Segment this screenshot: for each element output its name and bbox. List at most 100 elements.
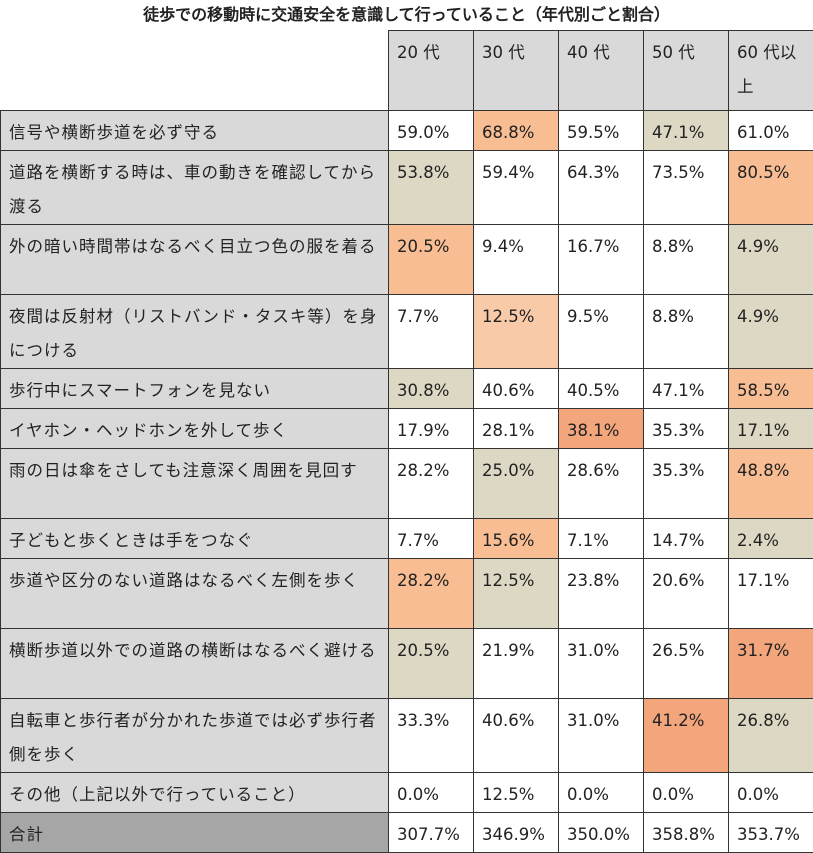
total-label: 合計 [1,813,389,853]
row-label: 外の暗い時間帯はなるべく目立つ色の服を着る [1,225,389,295]
cell: 28.2% [389,559,474,629]
cell: 15.6% [474,519,559,559]
cell: 35.3% [644,449,729,519]
cell: 28.1% [474,409,559,449]
cell: 28.6% [559,449,644,519]
row-label: 信号や横断歩道を必ず守る [1,111,389,151]
cell: 4.9% [729,225,813,295]
column-header: 40 代 [559,31,644,111]
cell: 20.5% [389,225,474,295]
row-label: 横断歩道以外での道路の横断はなるべく避ける [1,629,389,699]
cell: 38.1% [559,409,644,449]
cell: 30.8% [389,369,474,409]
cell: 28.2% [389,449,474,519]
cell: 47.1% [644,111,729,151]
total-cell: 346.9% [474,813,559,853]
cell: 48.8% [729,449,813,519]
total-cell: 350.0% [559,813,644,853]
cell: 73.5% [644,151,729,225]
cell: 12.5% [474,773,559,813]
row-label: その他（上記以外で行っていること） [1,773,389,813]
cell: 59.0% [389,111,474,151]
cell: 2.4% [729,519,813,559]
total-cell: 307.7% [389,813,474,853]
cell: 12.5% [474,295,559,369]
cell: 7.1% [559,519,644,559]
cell: 4.9% [729,295,813,369]
row: その他（上記以外で行っていること）0.0%12.5%0.0%0.0%0.0% [1,773,813,813]
cell: 64.3% [559,151,644,225]
cell: 0.0% [729,773,813,813]
cell: 23.8% [559,559,644,629]
cell: 59.5% [559,111,644,151]
cell: 35.3% [644,409,729,449]
cell: 8.8% [644,295,729,369]
cell: 17.1% [729,409,813,449]
cell: 0.0% [644,773,729,813]
cell: 40.5% [559,369,644,409]
cell: 0.0% [389,773,474,813]
column-header: 50 代 [644,31,729,111]
row-label: 子どもと歩くときは手をつなぐ [1,519,389,559]
cell: 17.9% [389,409,474,449]
cell: 31.0% [559,699,644,773]
cell: 61.0% [729,111,813,151]
cell: 33.3% [389,699,474,773]
cell: 58.5% [729,369,813,409]
cell: 53.8% [389,151,474,225]
cell: 7.7% [389,519,474,559]
row-label: イヤホン・ヘッドホンを外して歩く [1,409,389,449]
cell: 0.0% [559,773,644,813]
row-label: 歩行中にスマートフォンを見ない [1,369,389,409]
cell: 68.8% [474,111,559,151]
cell: 40.6% [474,699,559,773]
cell: 12.5% [474,559,559,629]
cell: 40.6% [474,369,559,409]
cell: 9.5% [559,295,644,369]
cell: 31.7% [729,629,813,699]
cell: 8.8% [644,225,729,295]
title: 徒歩での移動時に交通安全を意識して行っていること（年代別ごと割合） [0,0,813,30]
cell: 26.8% [729,699,813,773]
cell: 21.9% [474,629,559,699]
cell: 20.5% [389,629,474,699]
row-label: 道路を横断する時は、車の動きを確認してから渡る [1,151,389,225]
column-header: 60 代以上 [729,31,813,111]
column-header: 30 代 [474,31,559,111]
cell: 26.5% [644,629,729,699]
cell: 47.1% [644,369,729,409]
total-cell: 358.8% [644,813,729,853]
cell: 9.4% [474,225,559,295]
row-label: 雨の日は傘をさしても注意深く周囲を見回す [1,449,389,519]
cell: 80.5% [729,151,813,225]
cell: 59.4% [474,151,559,225]
cell: 16.7% [559,225,644,295]
row-label: 自転車と歩行者が分かれた歩道では必ず歩行者側を歩く [1,699,389,773]
cell: 25.0% [474,449,559,519]
column-header: 20 代 [389,31,474,111]
row-label: 歩道や区分のない道路はなるべく左側を歩く [1,559,389,629]
cell: 41.2% [644,699,729,773]
cell: 20.6% [644,559,729,629]
row-label: 夜間は反射材（リストバンド・タスキ等）を身につける [1,295,389,369]
cell: 17.1% [729,559,813,629]
blank-header [1,31,389,111]
total-cell: 353.7% [729,813,813,853]
cell: 7.7% [389,295,474,369]
cell: 14.7% [644,519,729,559]
